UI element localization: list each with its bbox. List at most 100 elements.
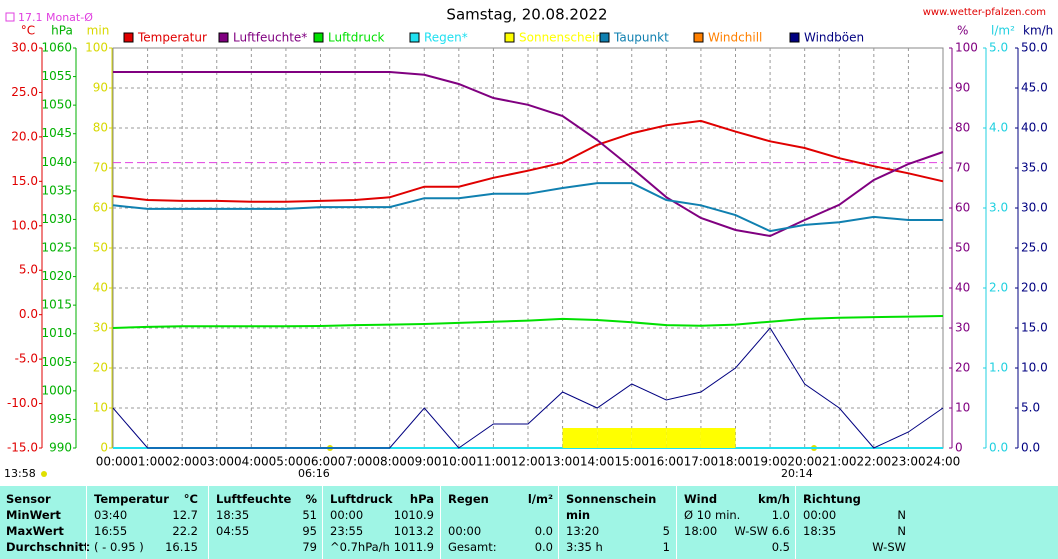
- y-tick-label: 20.0: [11, 129, 38, 143]
- table-cell: 1010.9: [393, 508, 434, 522]
- table-cell: W-SW 6.6: [734, 524, 790, 538]
- y-tick-label: 5.0: [19, 263, 38, 277]
- bar: [562, 428, 598, 448]
- legend-swatch: [504, 32, 515, 43]
- table-cell: 0.0: [534, 524, 553, 538]
- legend-label: Luftfeuchte*: [233, 31, 307, 45]
- x-tick-label: 19:00: [753, 455, 788, 469]
- series-line: [112, 182, 943, 233]
- table-cell: W-SW: [872, 540, 906, 554]
- table-cell: 22.2: [172, 524, 198, 538]
- table-cell: 00:00: [330, 508, 364, 522]
- table-cell: hPa: [409, 492, 434, 506]
- x-tick-label: 09:00: [407, 455, 442, 469]
- x-tick-label: 08:00: [372, 455, 407, 469]
- reference-label: 17.1 Monat-Ø: [18, 11, 93, 24]
- y-tick-label: 100: [955, 41, 978, 55]
- series-line: [112, 327, 944, 449]
- y-tick-label: 30.0: [11, 41, 38, 55]
- y-tick-label: 10: [955, 401, 970, 415]
- x-tick-label: 11:00: [476, 455, 511, 469]
- table-cell: 12.7: [172, 508, 198, 522]
- x-tick-label: 01:00: [130, 455, 165, 469]
- x-tick-label: 10:00: [442, 455, 477, 469]
- y-tick-label: 10: [93, 401, 108, 415]
- sunset: 20:14: [781, 467, 813, 480]
- legend-swatch: [409, 32, 420, 43]
- table-cell: N: [897, 508, 906, 522]
- y-tick-label: 50.0: [1021, 41, 1048, 55]
- table-cell: 23:55: [330, 524, 364, 538]
- y-tick-label: 0: [955, 441, 963, 455]
- y-tick-label: -15.0: [7, 441, 38, 455]
- y-tick-label: 1060: [41, 41, 72, 55]
- bar: [631, 428, 667, 448]
- legend-swatch: [218, 32, 229, 43]
- y-tick-label: 1030: [41, 212, 72, 226]
- y-tick-label: 20: [93, 361, 108, 375]
- x-tick-label: 12:00: [511, 455, 546, 469]
- y-tick-label: 1050: [41, 98, 72, 112]
- y-tick-label: -10.0: [7, 396, 38, 410]
- legend-label: Temperatur: [137, 31, 207, 45]
- axis-unit: hPa: [51, 24, 73, 38]
- legend-label: Taupunkt: [613, 31, 669, 45]
- legend-label: Sonnenschein: [519, 31, 603, 45]
- y-tick-label: 3.0: [989, 201, 1008, 215]
- table-cell: l/m²: [527, 492, 553, 506]
- y-tick-label: 1005: [41, 355, 72, 369]
- table-cell: Temperatur: [94, 492, 169, 506]
- table-cell: 5: [662, 524, 670, 538]
- axis-unit: km/h: [1023, 24, 1053, 38]
- x-tick-label: 24:00: [926, 455, 961, 469]
- y-tick-label: 90: [93, 81, 108, 95]
- x-tick-label: 23:00: [891, 455, 926, 469]
- x-tick-label: 04:00: [234, 455, 269, 469]
- table-cell: 00:00: [448, 524, 482, 538]
- y-tick-label: 0.0: [1021, 441, 1040, 455]
- y-tick-label: 40: [955, 281, 970, 295]
- y-tick-label: 20.0: [1021, 281, 1048, 295]
- legend-swatch: [123, 32, 134, 43]
- x-tick-label: 00:00: [96, 455, 131, 469]
- y-tick-label: 1.0: [989, 361, 1008, 375]
- y-tick-label: 100: [85, 41, 108, 55]
- table-cell: 16.15: [165, 540, 198, 554]
- table-cell: 95: [302, 524, 317, 538]
- y-tick-label: 25.0: [11, 85, 38, 99]
- stats-table: Sensor Temperatur °C Luftfeuchte% Luftdruck h…: [0, 486, 1058, 559]
- y-tick-label: 1035: [41, 183, 72, 197]
- table-cell: 16:55: [94, 524, 128, 538]
- table-cell: 1011.9: [393, 540, 434, 554]
- y-tick-label: 2.0: [989, 281, 1008, 295]
- axis-unit: l/m²: [991, 24, 1015, 38]
- series-line: [112, 315, 944, 329]
- y-tick-label: 0: [100, 441, 108, 455]
- table-cell: 04:55: [216, 524, 250, 538]
- legend-label: Luftdruck: [328, 31, 385, 45]
- y-tick-label: 70: [955, 161, 970, 175]
- y-tick-label: 4.0: [989, 121, 1008, 135]
- y-tick-label: 15.0: [1021, 321, 1048, 335]
- x-tick-label: 03:00: [199, 455, 234, 469]
- x-tick-label: 21:00: [822, 455, 857, 469]
- reference-icon: [5, 12, 15, 22]
- y-tick-label: 35.0: [1021, 161, 1048, 175]
- table-cell: 0.0: [534, 540, 553, 554]
- y-tick-label: 80: [93, 121, 108, 135]
- column-divider: [795, 486, 796, 559]
- column-divider: [208, 486, 209, 559]
- x-tick-label: 07:00: [338, 455, 373, 469]
- y-tick-label: 50: [955, 241, 970, 255]
- y-tick-label: 1025: [41, 241, 72, 255]
- y-tick-label: 45.0: [1021, 81, 1048, 95]
- axis-unit: %: [957, 24, 968, 38]
- x-tick-label: 02:00: [165, 455, 200, 469]
- y-tick-label: 10.0: [1021, 361, 1048, 375]
- sunrise: 06:16: [298, 467, 330, 480]
- bar: [666, 428, 701, 448]
- y-tick-label: 1000: [41, 383, 72, 397]
- bar: [597, 428, 632, 448]
- x-tick-label: 05:00: [269, 455, 304, 469]
- x-tick-label: 20:00: [787, 455, 822, 469]
